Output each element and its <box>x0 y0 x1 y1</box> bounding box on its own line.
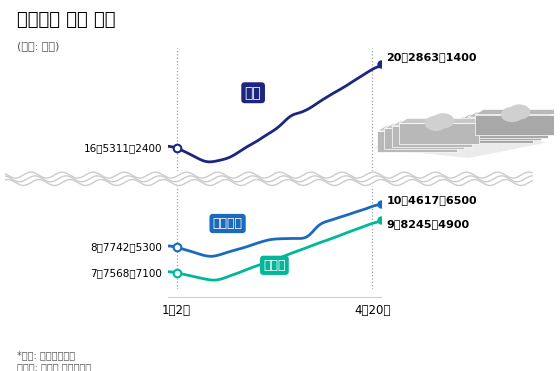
Polygon shape <box>454 117 542 122</box>
Polygon shape <box>461 115 549 119</box>
Text: 9조8245억4900: 9조8245억4900 <box>386 219 469 229</box>
FancyBboxPatch shape <box>385 128 464 149</box>
Polygon shape <box>468 112 556 117</box>
Text: 신용공여 잔고 추이: 신용공여 잔고 추이 <box>17 11 115 29</box>
Text: 4월20일: 4월20일 <box>354 304 390 317</box>
FancyBboxPatch shape <box>399 123 479 144</box>
FancyBboxPatch shape <box>468 117 548 138</box>
Text: (단위: 만원): (단위: 만원) <box>17 41 59 51</box>
Polygon shape <box>374 123 545 158</box>
Text: 유가증권: 유가증권 <box>213 217 242 230</box>
Circle shape <box>426 116 446 130</box>
Circle shape <box>487 113 508 127</box>
Circle shape <box>508 105 530 119</box>
FancyBboxPatch shape <box>391 126 472 147</box>
Circle shape <box>432 114 454 128</box>
Text: 10조4617억6500: 10조4617억6500 <box>386 196 477 206</box>
Text: 그래픽: 윤선정 디자인기자: 그래픽: 윤선정 디자인기자 <box>17 362 91 371</box>
Text: 20조2863억1400: 20조2863억1400 <box>386 52 477 62</box>
Text: 코스닥: 코스닥 <box>263 259 286 272</box>
Polygon shape <box>399 118 487 123</box>
Text: *자료: 금융투자협회: *자료: 금융투자협회 <box>17 351 75 361</box>
Polygon shape <box>391 121 480 126</box>
Circle shape <box>502 108 522 121</box>
Circle shape <box>418 119 439 133</box>
Text: 7조7568억7100: 7조7568억7100 <box>91 268 162 278</box>
Polygon shape <box>475 109 560 115</box>
Text: 16조5311억2400: 16조5311억2400 <box>84 143 162 153</box>
FancyBboxPatch shape <box>461 119 540 140</box>
Circle shape <box>494 110 515 124</box>
FancyBboxPatch shape <box>475 115 555 135</box>
FancyBboxPatch shape <box>454 122 534 143</box>
Polygon shape <box>385 123 473 128</box>
Text: 전체: 전체 <box>245 86 262 100</box>
FancyBboxPatch shape <box>377 131 458 152</box>
Text: 1월2일: 1월2일 <box>162 304 191 317</box>
Polygon shape <box>377 126 466 131</box>
Text: 8조7742억5300: 8조7742억5300 <box>91 242 162 252</box>
Circle shape <box>411 121 432 135</box>
